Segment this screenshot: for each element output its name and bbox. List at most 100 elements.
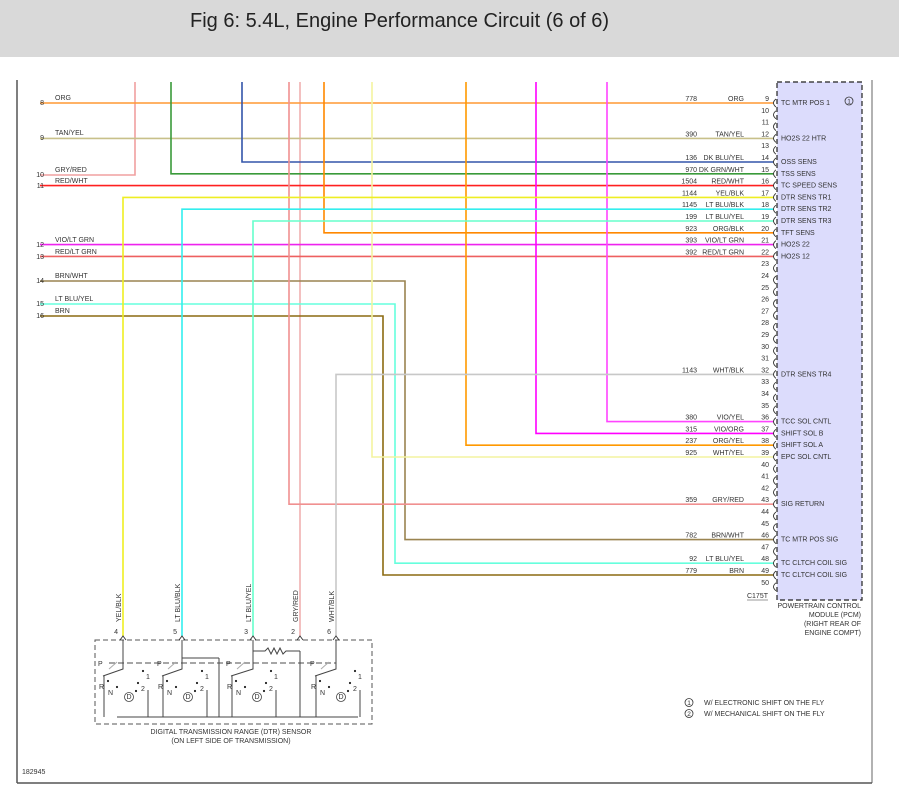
page-title: Fig 6: 5.4L, Engine Performance Circuit … [190, 10, 610, 32]
pcm-pin-number: 39 [761, 450, 769, 457]
pcm-pin-terminal [773, 547, 777, 556]
pcm-note-marker: 1 [847, 99, 851, 106]
pcm-circuit-number: 1144 [682, 190, 697, 197]
left-connector-wire-label: GRY/RED [55, 167, 87, 174]
pcm-pin-number: 9 [765, 96, 769, 103]
pcm-pin-number: 17 [761, 190, 769, 197]
pcm-circuit-number: 1145 [682, 202, 697, 209]
pcm-pin-terminal [773, 216, 777, 226]
pcm-pin-terminal [773, 405, 777, 415]
pcm-pin-terminal [773, 334, 777, 344]
pcm-pin-number: 47 [761, 544, 769, 551]
dtr-switch-arm [161, 640, 183, 677]
dtr-switch-position-label: 1 [358, 674, 362, 681]
pcm-wire-color-label: BRN [729, 568, 744, 575]
dtr-wire-label: LT BLU/YEL [246, 584, 253, 622]
dtr-switch-position-label: P [226, 661, 231, 668]
pcm-module-label: MODULE (PCM) [809, 612, 861, 619]
dtr-switch-detent [167, 661, 177, 670]
pcm-circuit-number: 970 [685, 167, 697, 174]
pcm-pin-terminal [773, 582, 777, 592]
dtr-pin-terminal [296, 635, 304, 641]
pcm-pin-terminal [773, 558, 777, 568]
pcm-pin-function: EPC SOL CNTL [781, 454, 831, 461]
pcm-pin-terminal [773, 157, 777, 167]
pcm-circuit-number: 199 [685, 214, 697, 221]
dtr-contact-dot [318, 679, 322, 683]
dtr-switch-detent [236, 661, 246, 670]
dtr-pin-terminal [249, 635, 257, 641]
pcm-pin-number: 37 [761, 426, 769, 433]
pcm-pin-terminal [773, 535, 777, 544]
dtr-contact-dot [264, 681, 268, 685]
pcm-wire-color-label: GRY/RED [712, 497, 744, 504]
dtr-switch-position-label: N [236, 690, 241, 697]
pcm-wire-color-label: DK BLU/YEL [704, 155, 745, 162]
dtr-contact-dot [195, 681, 199, 685]
pcm-pin-function: TC MTR POS SIG [781, 537, 838, 544]
pcm-circuit-number: 359 [685, 497, 697, 504]
dtr-contact-dot [136, 681, 140, 685]
pcm-pin-number: 21 [761, 238, 769, 245]
pcm-pin-terminal [773, 440, 777, 450]
pcm-pin-number: 45 [761, 521, 769, 528]
pcm-pin-function: DTR SENS TR1 [781, 194, 832, 201]
dtr-switch-arm [230, 640, 254, 677]
pcm-pin-number: 31 [761, 356, 769, 363]
pcm-pin-terminal [773, 393, 777, 403]
dtr-switch-position-label: P [157, 661, 162, 668]
wire-pcm-pin-43 [288, 82, 774, 506]
pcm-circuit-number: 92 [689, 556, 697, 563]
left-connector-pin-number: 9 [40, 135, 44, 142]
pcm-pin-number: 42 [761, 485, 769, 492]
left-connector-pin-number: 13 [36, 254, 44, 261]
pcm-circuit-number: 925 [685, 450, 697, 457]
resistor-icon [253, 646, 300, 656]
pcm-wire-color-label: LT BLU/YEL [706, 556, 744, 563]
pcm-pin-number: 12 [761, 131, 769, 138]
pcm-pin-number: 22 [761, 249, 769, 256]
pcm-pin-number: 48 [761, 556, 769, 563]
pcm-pin-terminal [773, 252, 777, 261]
pcm-pin-terminal [773, 145, 777, 155]
dtr-switch-position-label: P [98, 661, 103, 668]
dtr-switch-position-label: D [126, 694, 131, 701]
pcm-pin-number: 18 [761, 202, 769, 209]
pcm-wire-color-label: YEL/BLK [716, 190, 745, 197]
left-connector-pin-number: 8 [40, 100, 44, 107]
pcm-connector-id: C175T [747, 593, 769, 600]
dtr-switch-arm [102, 640, 124, 677]
footnote-text: W/ ELECTRONIC SHIFT ON THE FLY [704, 700, 825, 707]
left-connector-pin-number: 16 [36, 313, 44, 320]
pcm-pin-terminal [773, 311, 777, 320]
dtr-switch-position-label: 2 [353, 686, 357, 693]
pcm-circuit-number: 393 [685, 238, 697, 245]
footnote-marker-circle [684, 698, 694, 707]
pcm-wire-color-label: DK GRN/WHT [699, 167, 745, 174]
pcm-pin-number: 50 [761, 580, 769, 587]
figure-id: 182945 [22, 769, 45, 776]
wire-pcm-pin-14 [241, 82, 774, 163]
dtr-wire-label: GRY/RED [293, 590, 300, 622]
pcm-pin-function: HO2S 22 HTR [781, 135, 826, 142]
pcm-wire-color-label: VIO/YEL [717, 415, 744, 422]
pcm-pin-function: SHIFT SOL B [781, 430, 824, 437]
dtr-contact-dot [269, 669, 273, 673]
pcm-pin-function: HO2S 22 [781, 242, 810, 249]
dtr-switch-position-label: D [185, 694, 190, 701]
drive-position-circle [252, 692, 262, 702]
dtr-switch-position-label: 1 [274, 674, 278, 681]
dtr-pin-terminal [332, 635, 340, 641]
pcm-pin-number: 19 [761, 214, 769, 221]
drive-position-circle [336, 692, 346, 702]
wire-pcm-pin-17 [122, 196, 774, 636]
pcm-pin-terminal [773, 488, 777, 497]
pcm-pin-terminal [773, 322, 777, 332]
dtr-contact-dot [234, 679, 238, 683]
left-connector-pin-number: 14 [36, 278, 44, 285]
dtr-switch-detent [108, 661, 118, 670]
dtr-contact-dot [115, 685, 119, 689]
pcm-wire-color-label: RED/LT GRN [702, 249, 744, 256]
pcm-module-label: ENGINE COMPT) [805, 630, 861, 637]
dtr-switch-position-label: D [254, 694, 259, 701]
